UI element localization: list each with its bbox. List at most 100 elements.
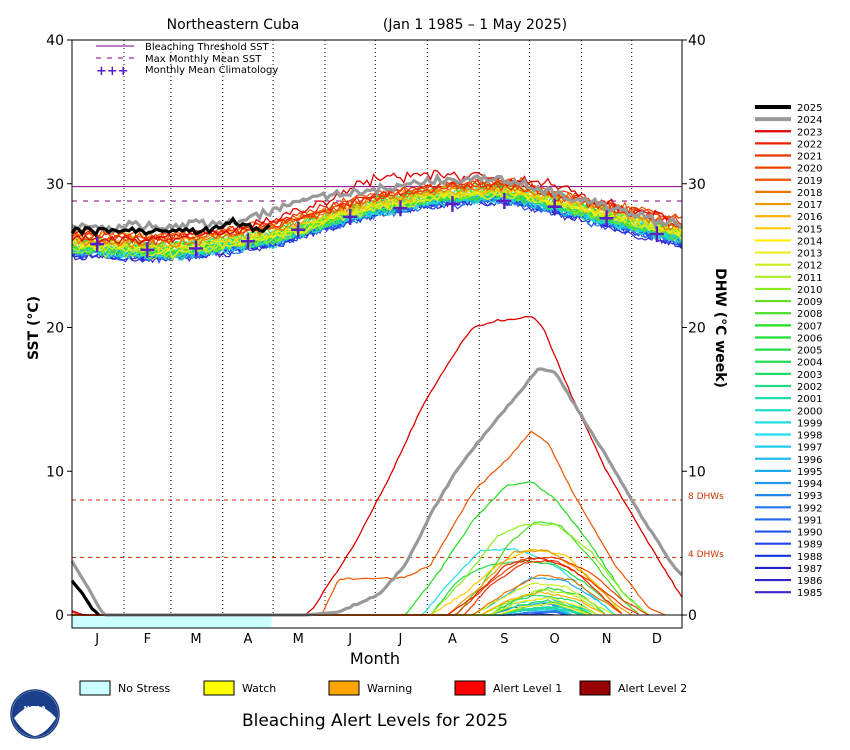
year-legend-label-2003: 2003 (797, 370, 822, 381)
year-legend-label-2004: 2004 (797, 358, 822, 369)
year-legend-label-2016: 2016 (797, 212, 822, 223)
year-legend-label-2009: 2009 (797, 297, 822, 308)
climatology-marker (393, 200, 408, 217)
year-legend-label-1993: 1993 (797, 491, 822, 502)
sst-line-2024 (71, 172, 683, 233)
year-legend-label-2020: 2020 (797, 164, 822, 175)
year-legend-label-2023: 2023 (797, 127, 822, 138)
climatology-legend-label: Monthly Mean Climatology (145, 65, 278, 76)
year-legend-label-1988: 1988 (797, 552, 822, 563)
year-legend-label-1987: 1987 (797, 564, 822, 575)
year-legend-label-2024: 2024 (797, 115, 822, 126)
alert-label-watch: Watch (242, 682, 276, 695)
year-legend-label-2025: 2025 (797, 103, 822, 114)
year-legend-label-2022: 2022 (797, 139, 822, 150)
month-tick-label: S (500, 632, 508, 647)
alert-swatch-no-stress (79, 680, 111, 696)
left-tick-label: 0 (55, 608, 64, 624)
left-tick-label: 40 (46, 33, 64, 49)
climatology-marker (649, 226, 664, 243)
alert-label-alert-1: Alert Level 1 (493, 682, 562, 695)
year-legend-label-2019: 2019 (797, 176, 822, 187)
climatology-marker (497, 193, 512, 209)
mmm-legend-label: Max Monthly Mean SST (145, 54, 262, 65)
y-axis-label-right: DHW (°C week) (712, 268, 728, 388)
year-legend-label-1986: 1986 (797, 576, 822, 587)
year-legend-label-2000: 2000 (797, 406, 822, 417)
year-legend-label-2013: 2013 (797, 249, 822, 260)
dhw-line-2025 (70, 579, 100, 617)
month-tick-label: J (94, 632, 99, 647)
month-tick-label: J (347, 632, 352, 647)
year-legend-label-1990: 1990 (797, 528, 822, 539)
climatology-marker (343, 208, 358, 225)
year-legend-label-1985: 1985 (797, 588, 822, 599)
chart-title: Northeastern Cuba (167, 17, 300, 33)
year-legend-label-2010: 2010 (797, 285, 822, 296)
plot-area: 0 0 10 10 20 20 30 30 40 40 J F M A M J J A S O N D (46, 33, 706, 647)
month-tick-label: A (244, 632, 253, 647)
year-legend-label-1992: 1992 (797, 503, 822, 514)
climatology-marker (189, 240, 204, 257)
year-legend-label-1998: 1998 (797, 431, 822, 442)
year-legend-label-2006: 2006 (797, 333, 822, 344)
alert-swatch-alert-1 (454, 680, 486, 696)
year-legend-label-2011: 2011 (797, 273, 822, 284)
chart-date-range: (Jan 1 1985 – 1 May 2025) (383, 17, 567, 33)
right-tick-label: 20 (688, 321, 706, 337)
year-legend-label-1999: 1999 (797, 418, 822, 429)
right-tick-label: 0 (688, 608, 697, 624)
sst-line-2025 (70, 216, 271, 238)
year-legend-label-2012: 2012 (797, 261, 822, 272)
alert-swatch-warning (328, 680, 360, 696)
year-legend-label-1995: 1995 (797, 467, 822, 478)
month-tick-label: D (652, 632, 662, 647)
climatology-marker (445, 195, 460, 212)
alert-label-warning: Warning (367, 682, 412, 695)
year-legend-label-2008: 2008 (797, 309, 822, 320)
climatology-marker (599, 210, 614, 227)
y-axis-label-left: SST (°C) (26, 296, 42, 360)
year-legend-label-1994: 1994 (797, 479, 822, 490)
year-legend-label-2002: 2002 (797, 382, 822, 393)
noaa-logo: NOAA (10, 689, 60, 739)
year-legend-label-2001: 2001 (797, 394, 822, 405)
dhw-4-label: 4 DHWs (688, 550, 724, 560)
month-tick-label: M (293, 632, 304, 647)
alert-legend-title: Bleaching Alert Levels for 2025 (242, 711, 508, 731)
x-axis-label: Month (350, 649, 400, 668)
year-legend-label-1991: 1991 (797, 515, 822, 526)
noaa-logo-text: NOAA (24, 705, 47, 713)
year-legend-label-2007: 2007 (797, 321, 822, 332)
alert-swatch-watch (203, 680, 235, 696)
month-tick-label: A (448, 632, 457, 647)
climatology-marker (240, 233, 255, 250)
month-tick-label: F (144, 632, 151, 647)
alert-label-no-stress: No Stress (118, 682, 171, 695)
climatology-marker (90, 236, 105, 253)
plot-background (72, 40, 682, 615)
year-legend-label-2005: 2005 (797, 346, 822, 357)
right-tick-label: 10 (688, 464, 706, 480)
year-legend-label-1997: 1997 (797, 443, 822, 454)
dhw-8-label: 8 DHWs (688, 492, 724, 502)
year-legend-label-2017: 2017 (797, 200, 822, 211)
left-tick-label: 30 (46, 177, 64, 193)
left-tick-label: 10 (46, 464, 64, 480)
month-tick-label: J (398, 632, 403, 647)
climatology-marker (291, 221, 306, 238)
threshold-legend-label: Bleaching Threshold SST (145, 42, 270, 53)
sst-line-2013 (71, 189, 683, 259)
month-tick-label: N (602, 632, 612, 647)
plot-legend: Bleaching Threshold SST Max Monthly Mean… (96, 42, 278, 79)
year-legend-label-1996: 1996 (797, 455, 822, 466)
alert-label-alert-2: Alert Level 2 (618, 682, 687, 695)
plot-frame (71, 39, 683, 629)
climatology-legend-swatch: +++ (96, 64, 129, 79)
climatology-marker (547, 198, 562, 215)
left-tick-label: 20 (46, 321, 64, 337)
right-tick-label: 40 (688, 33, 706, 49)
dhw-ref-labels: 8 DHWs 4 DHWs (688, 492, 724, 560)
